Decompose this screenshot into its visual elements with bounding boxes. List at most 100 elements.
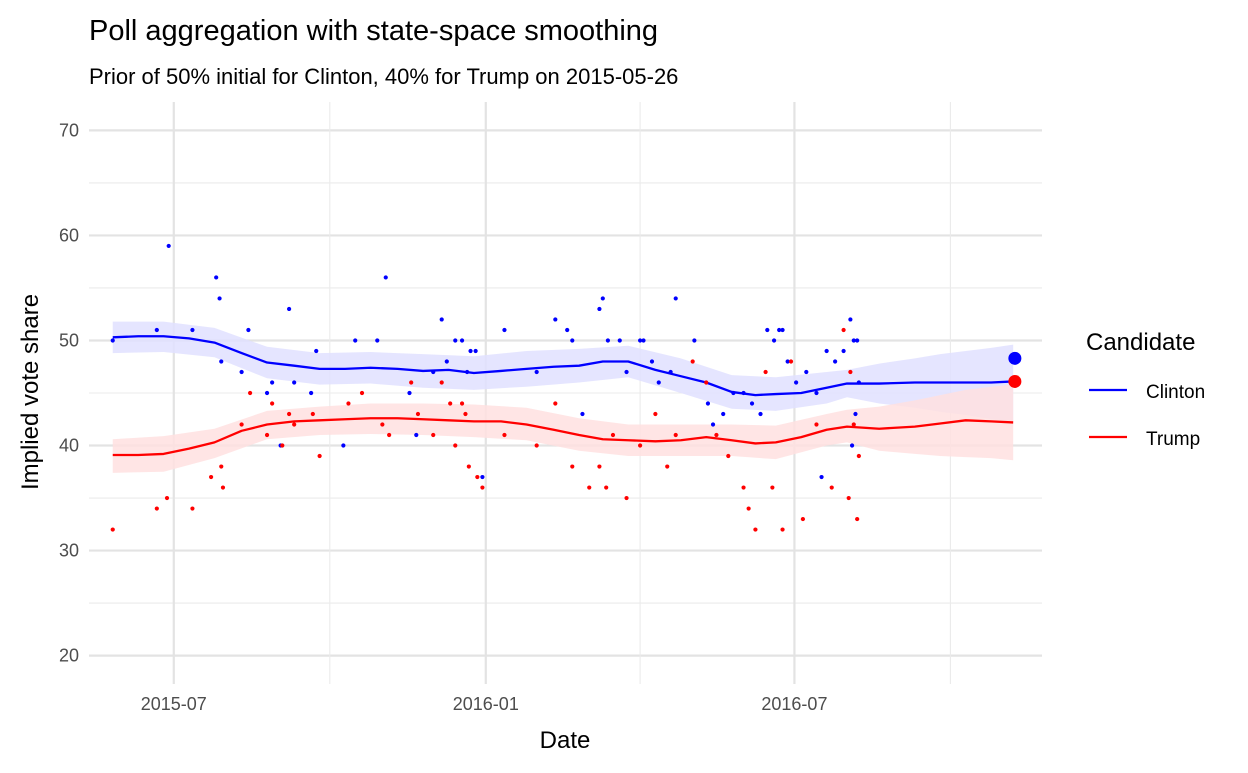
- poll-point-clinton: [777, 327, 782, 333]
- end-point-trump: [1008, 374, 1022, 388]
- poll-point-clinton: [668, 369, 673, 375]
- x-axis-label: Date: [540, 727, 591, 754]
- poll-point-clinton: [780, 327, 785, 333]
- poll-point-clinton: [453, 338, 458, 343]
- line-clinton: [112, 335, 1014, 397]
- poll-point-clinton: [444, 359, 449, 364]
- poll-point-trump: [780, 527, 785, 532]
- y-tick-label: 40: [59, 436, 79, 456]
- poll-point-clinton: [814, 390, 819, 396]
- poll-point-trump: [459, 401, 465, 406]
- legend: Candidate Clinton Trump: [1086, 329, 1205, 450]
- poll-point-trump: [164, 495, 170, 501]
- poll-point-clinton: [166, 243, 171, 249]
- y-tick-label: 30: [59, 541, 79, 561]
- poll-point-clinton: [414, 432, 419, 438]
- poll-point-clinton: [110, 338, 115, 343]
- poll-point-trump: [665, 464, 670, 469]
- poll-point-trump: [848, 369, 853, 375]
- poll-point-trump: [597, 464, 602, 469]
- poll-point-clinton: [804, 369, 809, 375]
- poll-point-clinton: [851, 338, 856, 343]
- end-point-clinton: [1008, 351, 1022, 365]
- poll-point-clinton: [217, 296, 222, 301]
- x-tick-label: 2015-07: [141, 694, 207, 714]
- poll-point-clinton: [824, 348, 829, 354]
- poll-point-trump: [800, 516, 806, 522]
- poll-point-trump: [753, 527, 758, 532]
- poll-point-clinton: [841, 348, 846, 354]
- poll-point-trump: [346, 401, 351, 406]
- poll-point-trump: [770, 485, 775, 490]
- poll-point-trump: [502, 432, 507, 438]
- poll-point-trump: [746, 506, 751, 511]
- legend-title: Candidate: [1086, 329, 1195, 356]
- legend-label-clinton: Clinton: [1146, 382, 1205, 403]
- poll-point-clinton: [710, 422, 716, 427]
- poll-point-clinton: [459, 338, 465, 343]
- poll-point-clinton: [190, 327, 195, 333]
- x-axis-ticks: 2015-07 2016-01 2016-07: [141, 694, 828, 714]
- poll-point-clinton: [292, 380, 297, 385]
- poll-point-clinton: [641, 338, 646, 343]
- poll-point-clinton: [819, 474, 824, 480]
- poll-point-clinton: [465, 369, 470, 375]
- poll-point-trump: [604, 485, 609, 490]
- poll-point-clinton: [314, 348, 319, 354]
- line-trump: [112, 417, 1014, 457]
- poll-point-clinton: [848, 317, 853, 322]
- end-points: [1008, 351, 1022, 388]
- y-tick-label: 60: [59, 225, 79, 245]
- poll-point-clinton: [154, 327, 159, 333]
- poll-point-clinton: [383, 275, 388, 280]
- poll-point-trump: [270, 401, 275, 406]
- poll-point-trump: [359, 390, 365, 396]
- poll-point-trump: [704, 380, 709, 385]
- poll-point-trump: [856, 453, 861, 459]
- poll-point-trump: [673, 432, 678, 438]
- poll-point-trump: [846, 495, 851, 501]
- poll-point-clinton: [749, 401, 755, 406]
- chart-subtitle: Prior of 50% initial for Clinton, 40% fo…: [89, 64, 678, 89]
- poll-point-clinton: [638, 338, 643, 343]
- poll-point-trump: [154, 506, 159, 511]
- poll-point-clinton: [353, 338, 358, 343]
- poll-point-trump: [208, 474, 214, 480]
- poll-point-clinton: [264, 390, 270, 396]
- poll-point-clinton: [534, 369, 539, 375]
- poll-point-trump: [553, 401, 558, 406]
- poll-point-trump: [292, 422, 297, 427]
- poll-point-trump: [480, 485, 485, 490]
- poll-point-trump: [855, 516, 860, 522]
- y-tick-label: 20: [59, 646, 79, 666]
- poll-point-trump: [653, 411, 658, 417]
- poll-point-clinton: [431, 369, 436, 375]
- poll-point-trump: [219, 464, 224, 469]
- band-trump: [112, 384, 1014, 473]
- poll-point-clinton: [656, 380, 661, 385]
- poll-point-trump: [247, 390, 253, 396]
- poll-point-trump: [310, 411, 315, 417]
- poll-point-trump: [239, 422, 244, 427]
- poll-point-clinton: [649, 359, 655, 364]
- poll-point-clinton: [246, 327, 251, 333]
- poll-point-trump: [415, 411, 421, 417]
- poll-point-clinton: [785, 359, 790, 364]
- poll-point-clinton: [341, 443, 346, 448]
- poll-point-trump: [570, 464, 575, 469]
- poll-point-trump: [741, 485, 746, 490]
- poll-point-trump: [286, 411, 292, 417]
- poll-point-trump: [851, 422, 856, 427]
- poll-point-trump: [638, 443, 643, 448]
- poll-point-trump: [431, 432, 436, 438]
- poll-point-trump: [110, 527, 115, 532]
- poll-point-trump: [190, 506, 195, 511]
- poll-point-clinton: [375, 338, 380, 343]
- y-tick-label: 70: [59, 120, 79, 140]
- poll-point-clinton: [692, 338, 697, 343]
- poll-point-clinton: [553, 317, 558, 322]
- poll-point-clinton: [833, 359, 838, 364]
- poll-point-clinton: [309, 390, 314, 396]
- poll-point-clinton: [849, 443, 855, 448]
- poll-point-trump: [763, 369, 768, 375]
